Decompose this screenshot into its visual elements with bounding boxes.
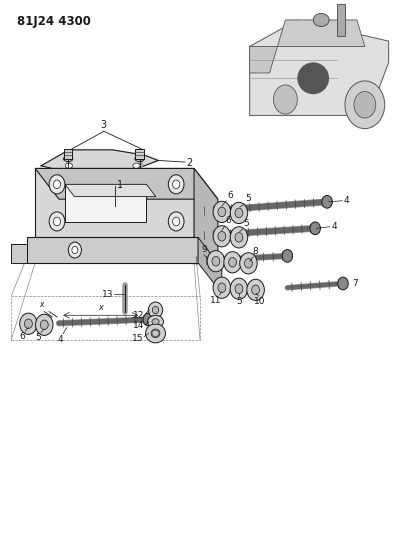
Ellipse shape bbox=[235, 232, 243, 242]
Ellipse shape bbox=[172, 180, 180, 189]
Ellipse shape bbox=[240, 253, 257, 274]
Ellipse shape bbox=[133, 163, 140, 168]
Polygon shape bbox=[11, 244, 27, 263]
Ellipse shape bbox=[172, 217, 180, 226]
Ellipse shape bbox=[274, 85, 297, 114]
Ellipse shape bbox=[148, 302, 163, 318]
Polygon shape bbox=[41, 150, 158, 172]
Polygon shape bbox=[35, 168, 218, 199]
Ellipse shape bbox=[168, 175, 184, 194]
Ellipse shape bbox=[230, 278, 248, 300]
Ellipse shape bbox=[63, 156, 73, 161]
Text: 4: 4 bbox=[344, 196, 350, 205]
Ellipse shape bbox=[143, 313, 154, 326]
Ellipse shape bbox=[65, 163, 72, 168]
Ellipse shape bbox=[322, 196, 332, 208]
Ellipse shape bbox=[54, 180, 60, 189]
Ellipse shape bbox=[224, 252, 241, 273]
Polygon shape bbox=[250, 46, 278, 73]
Ellipse shape bbox=[338, 277, 348, 290]
Text: x: x bbox=[98, 303, 103, 312]
Bar bbox=[64, 149, 72, 159]
Ellipse shape bbox=[235, 208, 243, 217]
Ellipse shape bbox=[20, 313, 37, 334]
Text: 11: 11 bbox=[210, 296, 222, 305]
Ellipse shape bbox=[235, 284, 243, 294]
Ellipse shape bbox=[244, 259, 252, 268]
Ellipse shape bbox=[218, 283, 226, 293]
Polygon shape bbox=[27, 237, 198, 263]
Ellipse shape bbox=[282, 249, 293, 262]
Ellipse shape bbox=[230, 203, 248, 223]
Text: 13: 13 bbox=[102, 289, 114, 298]
Bar bbox=[135, 149, 144, 159]
Ellipse shape bbox=[146, 324, 166, 343]
Ellipse shape bbox=[252, 285, 260, 295]
Ellipse shape bbox=[313, 13, 329, 27]
Polygon shape bbox=[198, 237, 222, 294]
Ellipse shape bbox=[213, 225, 230, 247]
Ellipse shape bbox=[49, 175, 65, 194]
Text: 1: 1 bbox=[116, 180, 123, 190]
Ellipse shape bbox=[152, 319, 159, 325]
Text: 3: 3 bbox=[101, 120, 107, 130]
Text: 14: 14 bbox=[133, 321, 144, 330]
Text: 5: 5 bbox=[245, 194, 250, 203]
Ellipse shape bbox=[247, 279, 264, 301]
Text: 5: 5 bbox=[35, 333, 41, 342]
Bar bbox=[337, 4, 345, 36]
Ellipse shape bbox=[212, 256, 220, 266]
Polygon shape bbox=[250, 20, 389, 115]
Ellipse shape bbox=[230, 227, 248, 248]
Ellipse shape bbox=[24, 319, 32, 328]
Text: 6: 6 bbox=[226, 216, 232, 225]
Ellipse shape bbox=[229, 257, 236, 267]
Ellipse shape bbox=[207, 251, 225, 272]
Text: 12: 12 bbox=[133, 311, 144, 320]
Text: 81J24 4300: 81J24 4300 bbox=[17, 14, 91, 28]
Ellipse shape bbox=[95, 169, 102, 175]
Ellipse shape bbox=[148, 316, 164, 328]
Ellipse shape bbox=[151, 329, 160, 337]
Ellipse shape bbox=[168, 212, 184, 231]
Polygon shape bbox=[35, 168, 194, 237]
Text: 2: 2 bbox=[186, 158, 192, 168]
Ellipse shape bbox=[213, 201, 230, 222]
Text: 6: 6 bbox=[19, 332, 25, 341]
Text: 5: 5 bbox=[236, 297, 242, 306]
Text: 15: 15 bbox=[132, 334, 144, 343]
Polygon shape bbox=[194, 168, 218, 268]
Ellipse shape bbox=[49, 212, 65, 231]
Ellipse shape bbox=[152, 306, 159, 313]
Polygon shape bbox=[278, 20, 365, 46]
Text: 4: 4 bbox=[331, 222, 337, 231]
Ellipse shape bbox=[54, 217, 60, 226]
Text: 8: 8 bbox=[253, 247, 258, 256]
Ellipse shape bbox=[36, 314, 53, 335]
Ellipse shape bbox=[213, 277, 230, 298]
Text: x: x bbox=[39, 300, 43, 309]
Text: 5: 5 bbox=[243, 219, 248, 228]
Text: 6: 6 bbox=[227, 191, 233, 200]
Ellipse shape bbox=[218, 231, 226, 241]
Ellipse shape bbox=[72, 246, 78, 254]
Text: 9: 9 bbox=[201, 245, 207, 254]
Ellipse shape bbox=[310, 222, 320, 235]
Ellipse shape bbox=[218, 207, 226, 216]
Polygon shape bbox=[65, 184, 156, 197]
Ellipse shape bbox=[68, 242, 82, 258]
Ellipse shape bbox=[40, 320, 48, 329]
Text: 10: 10 bbox=[254, 297, 265, 306]
Ellipse shape bbox=[297, 62, 329, 94]
Text: 7: 7 bbox=[352, 279, 358, 288]
Ellipse shape bbox=[152, 330, 159, 336]
Ellipse shape bbox=[135, 156, 144, 161]
Ellipse shape bbox=[345, 81, 385, 128]
Bar bbox=[65, 184, 146, 222]
Text: 4: 4 bbox=[57, 335, 63, 344]
Ellipse shape bbox=[354, 92, 376, 118]
